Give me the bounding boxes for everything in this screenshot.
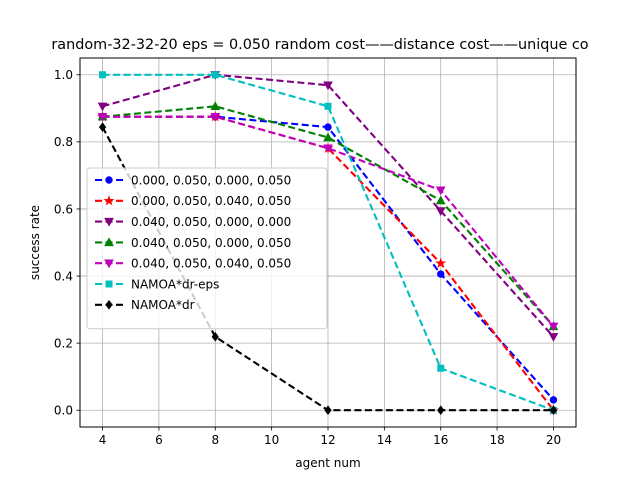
data-point [549, 396, 558, 404]
x-tick-label: 12 [320, 433, 335, 447]
y-tick-label: 0.4 [54, 269, 73, 283]
data-point [435, 207, 446, 216]
x-tick-label: 4 [99, 433, 107, 447]
x-tick-label: 20 [546, 433, 561, 447]
data-point [211, 331, 219, 342]
series-layer [97, 71, 559, 416]
series-path [102, 115, 555, 328]
data-point [105, 299, 113, 310]
x-tick-label: 6 [155, 433, 163, 447]
y-tick-label: 1.0 [54, 68, 73, 82]
y-axis-label: success rate [28, 205, 42, 280]
x-tick-label: 16 [433, 433, 448, 447]
data-point [549, 405, 558, 416]
data-point [437, 364, 445, 372]
data-point [105, 280, 113, 288]
x-axis: 4 6 8 10 12 14 16 18 20 [99, 427, 561, 447]
data-point [324, 123, 332, 131]
legend-label: NAMOA*dr [131, 298, 195, 312]
data-point [104, 259, 114, 269]
y-tick-label: 0.2 [54, 336, 73, 350]
data-point [97, 113, 108, 122]
data-point [548, 333, 559, 342]
legend-item: 0.040, 0.050, 0.000, 0.050 [95, 236, 291, 250]
legend-item: NAMOA*dr [95, 298, 195, 312]
legend-label: 0.040, 0.050, 0.000, 0.050 [131, 236, 291, 250]
series-line [97, 113, 559, 332]
x-tick-label: 8 [211, 433, 219, 447]
data-point [548, 322, 559, 332]
y-axis: 0.0 0.2 0.4 0.6 0.8 1.0 [54, 68, 80, 418]
legend-item: 0.000, 0.050, 0.040, 0.050 [95, 194, 291, 208]
legend-item: 0.000, 0.050, 0.000, 0.050 [95, 173, 291, 187]
data-point [437, 270, 445, 278]
data-point [435, 186, 446, 196]
data-point [435, 195, 446, 205]
y-tick-label: 0.8 [54, 135, 73, 149]
data-point [435, 257, 447, 268]
legend: 0.000, 0.050, 0.000, 0.050 0.000, 0.050, … [86, 167, 328, 330]
legend-label: NAMOA*dr-eps [131, 277, 219, 291]
legend-label: 0.040, 0.050, 0.000, 0.000 [131, 215, 291, 229]
series-path [102, 73, 555, 338]
x-tick-label: 14 [377, 433, 392, 447]
data-point [437, 405, 445, 416]
legend-label: 0.000, 0.050, 0.040, 0.050 [131, 194, 291, 208]
data-point [323, 81, 333, 91]
legend-item: NAMOA*dr-eps [95, 277, 219, 291]
legend-label: 0.000, 0.050, 0.000, 0.050 [131, 173, 291, 187]
legend-item: 0.040, 0.050, 0.000, 0.000 [95, 215, 291, 229]
data-point [323, 132, 333, 142]
data-point [323, 144, 333, 154]
data-point [211, 71, 219, 79]
data-point [104, 237, 114, 247]
data-point [98, 122, 107, 132]
data-point [104, 217, 114, 227]
x-tick-label: 18 [489, 433, 504, 447]
series-path [102, 105, 555, 328]
data-point [103, 195, 115, 206]
y-tick-label: 0.0 [54, 404, 73, 418]
x-axis-label: agent num [295, 456, 360, 470]
legend-label: 0.040, 0.050, 0.040, 0.050 [131, 257, 291, 271]
legend-box [86, 167, 328, 330]
data-point [97, 102, 108, 112]
x-tick-label: 10 [264, 433, 279, 447]
y-tick-label: 0.6 [54, 202, 73, 216]
legend-item: 0.040, 0.050, 0.040, 0.050 [95, 257, 291, 271]
data-point [324, 102, 332, 110]
data-point [105, 176, 113, 184]
data-point [99, 71, 107, 79]
data-point [324, 405, 332, 416]
chart-title: random-32-32-20 eps = 0.050 random cost—… [51, 37, 588, 53]
data-point [210, 113, 221, 122]
series-path [102, 73, 554, 412]
data-point [210, 101, 221, 111]
